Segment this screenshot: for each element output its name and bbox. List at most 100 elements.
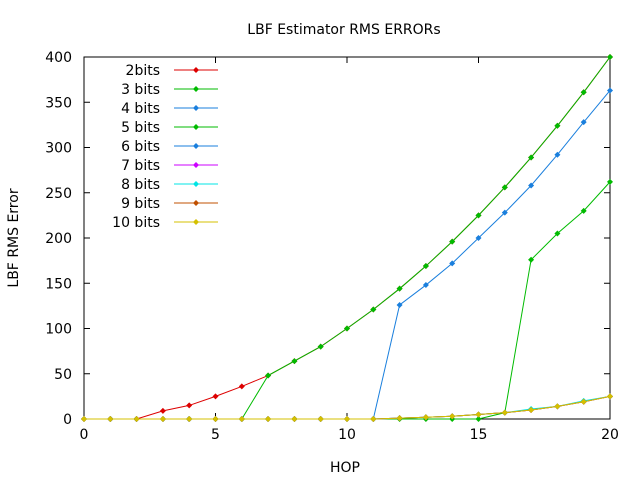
y-tick-label: 300: [45, 141, 72, 157]
x-axis-label: HOP: [330, 460, 360, 476]
legend-marker: [193, 143, 199, 149]
data-point: [554, 403, 561, 410]
chart-title: LBF Estimator RMS ERRORs: [247, 22, 440, 38]
data-point: [107, 416, 114, 422]
series-layer: [81, 54, 613, 422]
legend-label: 4 bits: [121, 101, 160, 117]
data-point: [501, 184, 508, 191]
data-point: [501, 409, 508, 416]
data-point: [449, 238, 456, 245]
legend-marker: [193, 200, 199, 206]
data-point: [159, 416, 166, 422]
legend-label: 8 bits: [121, 177, 160, 193]
legend-item: 9 bits: [121, 196, 218, 212]
data-point: [607, 54, 613, 60]
y-tick-label: 0: [63, 412, 72, 428]
data-point: [370, 306, 377, 313]
data-point: [159, 407, 166, 414]
legend-item: 8 bits: [121, 177, 218, 193]
data-point: [449, 260, 456, 267]
legend-item: 7 bits: [121, 158, 218, 174]
data-point: [344, 416, 350, 422]
data-point: [291, 358, 298, 365]
legend-label: 7 bits: [121, 158, 160, 174]
data-point: [449, 413, 456, 420]
data-point: [580, 119, 587, 126]
legend-marker: [193, 86, 199, 92]
data-point: [238, 383, 245, 390]
legend-marker: [193, 162, 199, 168]
legend-label: 3 bits: [121, 82, 160, 98]
data-point: [528, 406, 535, 413]
legend-marker: [193, 67, 199, 73]
legend-marker: [193, 124, 199, 130]
series-8: [81, 393, 613, 422]
data-point: [265, 372, 272, 379]
y-tick-label: 350: [45, 95, 72, 111]
data-point: [317, 343, 324, 350]
data-point: [396, 285, 403, 292]
data-point: [422, 263, 429, 270]
data-point: [475, 212, 482, 219]
legend-label: 10 bits: [112, 215, 160, 231]
legend-label: 2bits: [126, 63, 160, 79]
data-point: [475, 416, 482, 422]
series-0: [81, 54, 613, 422]
data-point: [212, 393, 219, 400]
series-3: [81, 178, 613, 422]
data-point: [528, 182, 535, 189]
series-2: [81, 87, 613, 422]
data-point: [212, 416, 219, 422]
data-point: [422, 414, 429, 421]
data-point: [528, 154, 535, 161]
series-line: [84, 56, 611, 420]
data-point: [607, 87, 613, 94]
legend-item: 3 bits: [121, 82, 218, 98]
data-point: [81, 416, 87, 422]
data-point: [317, 416, 324, 422]
series-line: [84, 90, 611, 420]
data-point: [422, 282, 429, 289]
data-point: [186, 402, 193, 409]
legend: 2bits 3 bits 4 bits 5 bits 6 bits 7 bits 8 bit…: [112, 63, 218, 231]
data-point: [580, 207, 587, 214]
data-point: [580, 89, 587, 96]
legend-item: 2bits: [126, 63, 218, 79]
data-point: [186, 416, 193, 422]
data-point: [580, 398, 587, 405]
legend-marker: [193, 105, 199, 111]
y-tick-label: 250: [45, 186, 72, 202]
legend-item: 4 bits: [121, 101, 218, 117]
legend-label: 9 bits: [121, 196, 160, 212]
x-tick-label: 0: [80, 427, 89, 443]
data-point: [396, 301, 403, 308]
legend-label: 6 bits: [121, 139, 160, 155]
data-point: [475, 411, 482, 418]
data-point: [370, 416, 377, 422]
plot-frame: [83, 56, 611, 420]
legend-marker: [193, 219, 199, 225]
data-point: [607, 178, 613, 185]
data-point: [554, 230, 561, 237]
y-tick-label: 150: [45, 276, 72, 292]
data-point: [291, 416, 298, 422]
series-line: [84, 181, 611, 420]
data-point: [607, 393, 613, 400]
y-tick-label: 50: [54, 367, 72, 383]
legend-marker: [193, 181, 199, 187]
legend-item: 10 bits: [112, 215, 218, 231]
series-1: [81, 54, 613, 422]
x-tick-label: 10: [338, 427, 356, 443]
data-point: [133, 416, 140, 422]
legend-item: 6 bits: [121, 139, 218, 155]
x-tick-label: 20: [601, 427, 619, 443]
data-point: [501, 209, 508, 216]
y-axis-label: LBF RMS Error: [6, 188, 22, 287]
x-tick-label: 15: [470, 427, 488, 443]
y-tick-label: 100: [45, 322, 72, 338]
data-point: [265, 416, 272, 422]
data-point: [396, 415, 403, 422]
data-point: [238, 416, 245, 422]
data-point: [344, 325, 350, 332]
